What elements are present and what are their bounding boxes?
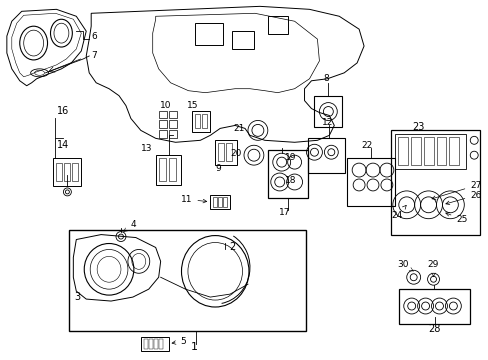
Bar	[195, 113, 200, 129]
Bar	[232, 31, 253, 49]
Text: 10: 10	[160, 101, 171, 110]
Bar	[158, 158, 165, 181]
Text: 7: 7	[91, 51, 97, 60]
Text: 23: 23	[411, 122, 424, 132]
Text: 25: 25	[445, 213, 467, 224]
Bar	[267, 150, 307, 198]
Bar	[168, 111, 176, 118]
Bar	[423, 137, 433, 165]
Text: 9: 9	[215, 163, 221, 172]
Bar	[56, 163, 62, 181]
Text: 16: 16	[57, 105, 69, 116]
Text: 24: 24	[391, 206, 406, 220]
Bar	[192, 111, 210, 132]
Bar	[168, 130, 176, 138]
Bar	[158, 339, 163, 349]
Bar	[398, 289, 469, 324]
Bar	[148, 339, 152, 349]
Bar	[307, 138, 345, 173]
Bar	[158, 111, 166, 118]
Bar	[158, 130, 166, 138]
Bar	[143, 339, 147, 349]
Bar	[69, 230, 305, 331]
Text: 19: 19	[284, 153, 296, 162]
Text: 14: 14	[57, 140, 69, 150]
Bar	[53, 158, 81, 186]
Bar	[72, 163, 78, 181]
Text: 13: 13	[141, 144, 152, 153]
Bar	[158, 121, 166, 129]
Bar	[141, 337, 168, 351]
Bar	[218, 197, 222, 207]
Bar	[225, 143, 232, 161]
Text: 1: 1	[190, 342, 198, 352]
Bar	[210, 195, 230, 209]
Text: 5: 5	[172, 337, 186, 346]
Bar	[223, 197, 226, 207]
Text: 17: 17	[278, 208, 290, 217]
Bar	[202, 113, 207, 129]
Text: 2: 2	[228, 243, 235, 252]
Bar	[410, 137, 420, 165]
Bar	[218, 143, 224, 161]
Text: 18: 18	[284, 176, 296, 185]
Text: 30: 30	[396, 260, 413, 271]
Bar	[215, 140, 237, 165]
Text: 12: 12	[321, 118, 332, 127]
Bar	[436, 137, 446, 165]
Bar	[195, 23, 223, 45]
Text: 22: 22	[361, 141, 372, 150]
Bar	[267, 16, 287, 34]
Bar	[394, 134, 466, 169]
Bar	[168, 158, 175, 181]
Bar	[448, 137, 458, 165]
Bar	[213, 197, 217, 207]
Bar	[346, 158, 394, 206]
Text: 11: 11	[181, 195, 206, 204]
Text: 3: 3	[74, 292, 80, 302]
Bar	[153, 339, 157, 349]
Text: 4: 4	[123, 220, 136, 231]
Text: 27: 27	[431, 181, 481, 199]
Text: 8: 8	[323, 74, 328, 83]
Text: 29: 29	[427, 260, 438, 276]
Bar	[155, 155, 181, 185]
Bar	[397, 137, 407, 165]
Bar	[314, 96, 342, 127]
Bar	[168, 121, 176, 129]
Bar	[390, 130, 479, 235]
Text: 21: 21	[233, 124, 244, 133]
Text: 26: 26	[445, 191, 481, 204]
Text: 20: 20	[230, 149, 242, 158]
Text: 28: 28	[427, 324, 440, 334]
Bar	[64, 163, 70, 181]
Text: 15: 15	[186, 101, 198, 110]
Text: 6: 6	[91, 32, 97, 41]
